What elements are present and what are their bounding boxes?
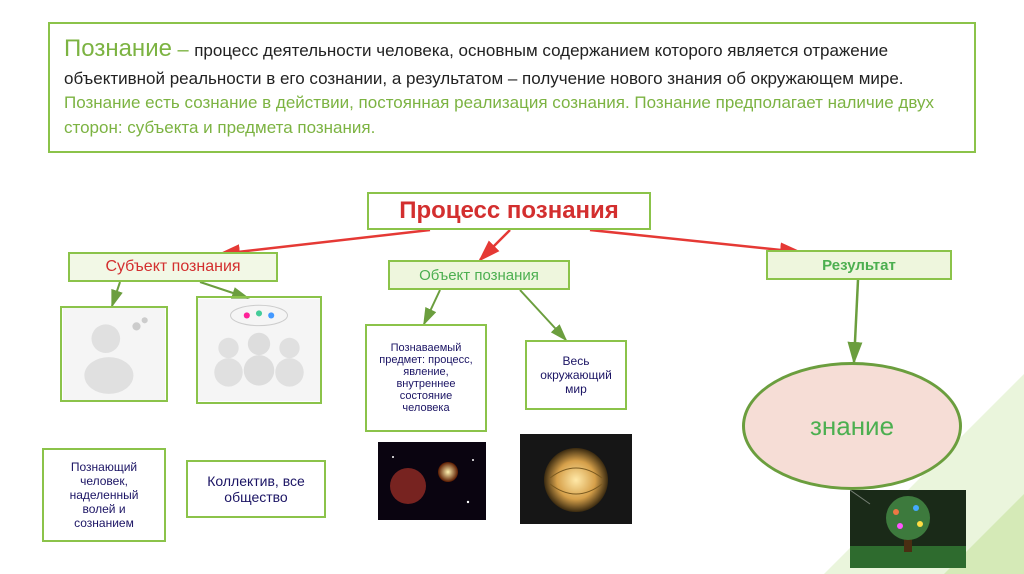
- node-result-label: Результат: [822, 257, 896, 274]
- node-object-phenomenon-label: Познаваемый предмет: процесс, явление, в…: [375, 342, 477, 414]
- image-collective: [196, 296, 322, 404]
- node-object-world: Весь окружающий мир: [525, 340, 627, 410]
- image-globe: [520, 434, 632, 524]
- node-subject-label: Субъект познания: [105, 258, 240, 276]
- definition-body-secondary: Познание есть сознание в действии, посто…: [64, 93, 934, 137]
- node-subject: Субъект познания: [68, 252, 278, 282]
- node-result: Результат: [766, 250, 952, 280]
- node-object-phenomenon: Познаваемый предмет: процесс, явление, в…: [365, 324, 487, 432]
- node-root: Процесс познания: [367, 192, 651, 230]
- definition-dash: –: [172, 39, 194, 61]
- node-root-label: Процесс познания: [399, 197, 619, 225]
- node-subject-person-label: Познающий человек, наделенный волей и со…: [52, 460, 156, 530]
- image-cosmos: [378, 442, 486, 520]
- definition-title: Познание: [64, 35, 172, 62]
- definition-box: Познание – процесс деятельности человека…: [48, 22, 976, 153]
- node-subject-person: Познающий человек, наделенный волей и со…: [42, 448, 166, 542]
- node-knowledge-oval: знание: [742, 362, 962, 490]
- node-knowledge-label: знание: [810, 411, 894, 442]
- node-subject-collective: Коллектив, все общество: [186, 460, 326, 518]
- image-knowledge-tree: [850, 490, 966, 568]
- node-subject-collective-label: Коллектив, все общество: [196, 473, 316, 505]
- node-object-label: Объект познания: [419, 267, 539, 284]
- node-object-world-label: Весь окружающий мир: [535, 354, 617, 396]
- image-person-thinking: [60, 306, 168, 402]
- node-object: Объект познания: [388, 260, 570, 290]
